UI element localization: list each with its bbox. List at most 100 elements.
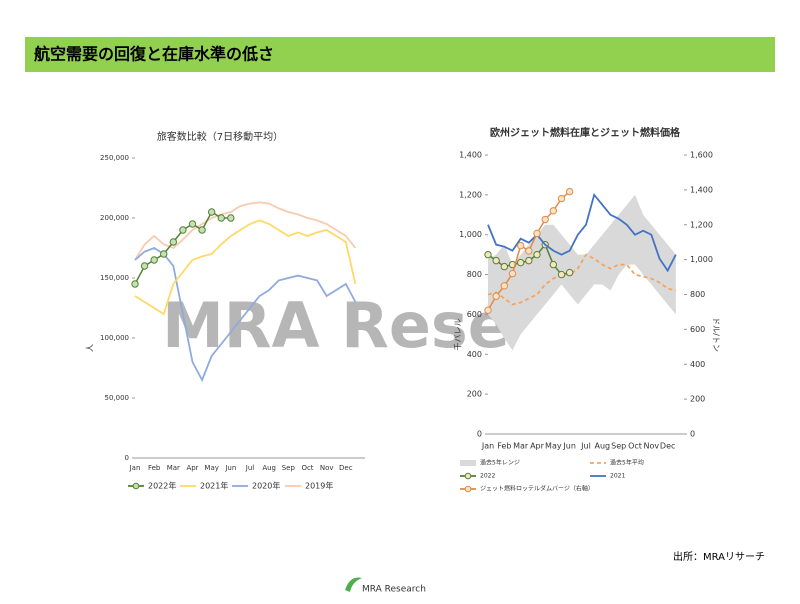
x-tick-label: Jun (562, 442, 576, 451)
series-line (134, 247, 357, 383)
series-marker (207, 208, 216, 216)
y-tick-label: 250,000 (100, 154, 129, 162)
series-marker (533, 229, 541, 238)
legend-label: 2020年 (252, 481, 280, 491)
series-marker (150, 256, 158, 264)
series-marker (198, 226, 206, 234)
range-area (488, 194, 676, 351)
series-marker (500, 282, 509, 290)
y-tick-label: 600 (467, 310, 482, 319)
y2-tick-label: 1,400 (690, 185, 713, 194)
x-tick-label: Aug (595, 442, 611, 451)
logo-text: MRA Research (362, 585, 426, 595)
x-tick-label: Dec (660, 442, 675, 451)
y-tick-label: 100,000 (100, 334, 129, 342)
series-marker (217, 214, 225, 222)
series-line (487, 253, 677, 306)
y2-tick-label: 200 (690, 395, 705, 404)
series-marker (492, 292, 500, 300)
header-title: 航空需要の回復と在庫水準の低さ (34, 45, 274, 64)
legend-marker (464, 472, 472, 480)
x-tick-label: Oct (301, 464, 313, 472)
logo-icon (345, 577, 362, 592)
legend-label: 2022年 (148, 481, 176, 491)
x-tick-label: Apr (186, 464, 198, 472)
series-marker (533, 250, 541, 259)
y2-tick-label: 1,000 (690, 255, 713, 264)
x-tick-label: Feb (148, 464, 161, 472)
y2-axis-label: ドル/トン (712, 317, 721, 352)
x-tick-label: Nov (644, 442, 660, 451)
legend-label: 2019年 (305, 481, 333, 491)
series-marker (508, 269, 517, 278)
legend-label: 2021 (610, 473, 625, 480)
series-marker (557, 270, 566, 279)
y-tick-label: 800 (467, 270, 482, 279)
y-tick-label: 50,000 (105, 394, 130, 402)
series-marker (484, 250, 492, 259)
y-tick-label: 1,000 (459, 230, 482, 239)
x-tick-label: Dec (339, 464, 353, 472)
series-marker (525, 256, 533, 265)
series-marker (549, 207, 558, 215)
x-tick-label: May (204, 464, 218, 472)
y-axis-label: 千バレル (453, 319, 463, 351)
series-marker (500, 262, 509, 271)
series-marker (484, 306, 492, 314)
series-marker (516, 241, 525, 250)
series-marker (169, 238, 178, 246)
x-tick-label: Jan (481, 442, 494, 451)
series-marker (525, 247, 533, 255)
x-tick-label: Mar (167, 464, 180, 472)
y-tick-label: 1,200 (459, 190, 482, 199)
series-marker (131, 280, 139, 288)
y-tick-label: 150,000 (100, 274, 129, 282)
x-tick-label: Sep (611, 442, 626, 451)
legend-marker (132, 482, 140, 490)
series-marker (140, 262, 149, 270)
series-line (134, 219, 357, 316)
legend-label: 過去5年レンジ (480, 459, 520, 467)
y2-tick-label: 0 (690, 430, 695, 439)
y2-tick-label: 1,200 (690, 220, 713, 229)
series-marker (188, 220, 197, 228)
x-tick-label: May (545, 442, 562, 451)
x-tick-label: Jul (580, 442, 591, 451)
y-tick-label: 400 (467, 350, 482, 359)
legend-label: 2022 (480, 473, 495, 480)
watermark: MRA Rese (162, 289, 510, 362)
legend-marker (464, 485, 472, 493)
series-marker (227, 214, 235, 222)
x-tick-label: Jul (245, 464, 255, 472)
chart-title: 旅客数比較（7日移動平均） (157, 130, 283, 143)
y-axis-label: 人 (86, 344, 95, 352)
chart-title: 欧州ジェット燃料在庫とジェット燃料価格 (490, 126, 681, 139)
x-tick-label: Apr (530, 442, 545, 451)
series-marker (565, 268, 574, 277)
legend-label: 2021年 (200, 481, 228, 491)
series-marker (179, 226, 187, 234)
x-tick-label: Aug (262, 464, 276, 472)
legend-swatch (460, 460, 476, 466)
series-marker (516, 258, 525, 267)
x-tick-label: Jun (224, 464, 236, 472)
series-marker (541, 215, 549, 224)
legend-label: ジェット燃料ロッテルダムバージ（右軸） (480, 485, 594, 493)
y2-tick-label: 1,600 (690, 151, 713, 160)
y-tick-label: 0 (477, 430, 482, 439)
series-marker (557, 194, 566, 203)
y-tick-label: 200,000 (100, 214, 129, 222)
series-marker (160, 250, 168, 258)
y2-tick-label: 800 (690, 290, 705, 299)
y2-tick-label: 400 (690, 360, 705, 369)
x-tick-label: Nov (320, 464, 334, 472)
series-line (487, 192, 677, 273)
series-marker (492, 256, 500, 265)
legend-label: 過去5年平均 (610, 459, 644, 467)
y2-tick-label: 600 (690, 325, 705, 334)
y-tick-label: 200 (467, 390, 482, 399)
series-marker (565, 187, 574, 196)
x-tick-label: Mar (513, 442, 529, 451)
source: 出所：MRAリサーチ (673, 550, 765, 563)
